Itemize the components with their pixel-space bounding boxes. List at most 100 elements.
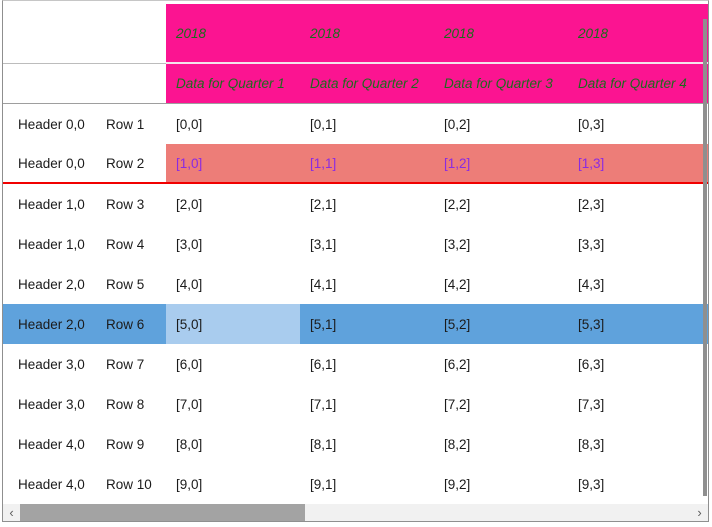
table-row[interactable]: Header 2,0 Row 6 [5,0] [5,1] [5,2] [5,3] bbox=[3, 304, 708, 344]
data-cell[interactable]: [9,3] bbox=[578, 476, 605, 492]
horizontal-scrollbar[interactable]: ‹ › bbox=[3, 504, 708, 521]
data-cell[interactable]: [3,1] bbox=[310, 236, 337, 252]
row-header[interactable]: Header 1,0 Row 4 bbox=[3, 224, 166, 264]
data-cell[interactable]: [0,3] bbox=[578, 116, 605, 132]
table-row[interactable]: Header 1,0 Row 4 [3,0] [3,1] [3,2] [3,3] bbox=[3, 224, 708, 264]
column-header-year[interactable]: 2018 bbox=[568, 4, 708, 64]
data-cell[interactable]: [9,0] bbox=[176, 476, 203, 492]
row-group-header: Header 3,0 bbox=[18, 396, 85, 412]
row-header[interactable]: Header 4,0 Row 10 bbox=[3, 464, 166, 504]
column-header-quarter[interactable]: Data for Quarter 2 bbox=[300, 64, 434, 103]
row-label: Row 10 bbox=[106, 476, 152, 492]
data-cell[interactable]: [7,3] bbox=[578, 396, 605, 412]
column-header-year[interactable]: 2018 bbox=[434, 4, 568, 64]
row-header[interactable]: Header 0,0 Row 1 bbox=[3, 104, 166, 144]
row-group-header: Header 1,0 bbox=[18, 236, 85, 252]
row-label: Row 9 bbox=[106, 436, 145, 452]
data-cell[interactable]: [0,1] bbox=[310, 116, 337, 132]
data-cell[interactable]: [2,0] bbox=[176, 196, 203, 212]
data-cell[interactable]: [6,1] bbox=[310, 356, 337, 372]
column-header-quarter[interactable]: Data for Quarter 3 bbox=[434, 64, 568, 103]
table-row[interactable]: Header 3,0 Row 8 [7,0] [7,1] [7,2] [7,3] bbox=[3, 384, 708, 424]
row-label: Row 1 bbox=[106, 116, 145, 132]
data-cell[interactable]: [6,3] bbox=[578, 356, 605, 372]
row-header[interactable]: Header 1,0 Row 3 bbox=[3, 184, 166, 224]
data-cell[interactable]: [9,1] bbox=[310, 476, 337, 492]
data-cell[interactable]: [3,2] bbox=[444, 236, 471, 252]
row-header[interactable]: Header 4,0 Row 9 bbox=[3, 424, 166, 464]
grid-body: Header 0,0 Row 1 [0,0] [0,1] [0,2] [0,3] He… bbox=[3, 104, 708, 504]
data-cell[interactable]: [6,0] bbox=[176, 356, 203, 372]
row-group-header: Header 3,0 bbox=[18, 356, 85, 372]
data-cell[interactable]: [1,0] bbox=[166, 144, 300, 182]
table-row[interactable]: Header 1,0 Row 3 [2,0] [2,1] [2,2] [2,3] bbox=[3, 184, 708, 224]
row-label: Row 8 bbox=[106, 396, 145, 412]
data-cell[interactable]: [4,0] bbox=[176, 276, 203, 292]
row-header[interactable]: Header 0,0 Row 2 bbox=[3, 144, 166, 182]
corner-cell bbox=[3, 4, 166, 64]
table-row[interactable]: Header 3,0 Row 7 [6,0] [6,1] [6,2] [6,3] bbox=[3, 344, 708, 384]
table-row[interactable]: Header 4,0 Row 10 [9,0] [9,1] [9,2] [9,3] bbox=[3, 464, 708, 504]
row-label: Row 7 bbox=[106, 356, 145, 372]
horizontal-scrollbar-thumb[interactable] bbox=[20, 504, 305, 521]
data-cell[interactable]: [1,3] bbox=[568, 144, 708, 182]
row-group-header: Header 1,0 bbox=[18, 196, 85, 212]
row-header[interactable]: Header 3,0 Row 7 bbox=[3, 344, 166, 384]
quarter-header-row: Data for Quarter 1 Data for Quarter 2 Da… bbox=[3, 64, 708, 104]
data-cell[interactable]: [5,3] bbox=[578, 316, 605, 332]
data-cell[interactable]: [4,1] bbox=[310, 276, 337, 292]
data-cell[interactable]: [8,2] bbox=[444, 436, 471, 452]
column-header-year[interactable]: 2018 bbox=[300, 4, 434, 64]
data-cell[interactable]: [8,3] bbox=[578, 436, 605, 452]
row-group-header: Header 0,0 bbox=[18, 116, 85, 132]
row-group-header: Header 2,0 bbox=[18, 276, 85, 292]
column-header-quarter[interactable]: Data for Quarter 1 bbox=[166, 64, 300, 103]
row-label: Row 3 bbox=[106, 196, 145, 212]
row-group-header: Header 4,0 bbox=[18, 436, 85, 452]
table-row[interactable]: Header 2,0 Row 5 [4,0] [4,1] [4,2] [4,3] bbox=[3, 264, 708, 304]
scrollbar-right-button[interactable]: › bbox=[691, 504, 708, 521]
row-label: Row 2 bbox=[106, 155, 145, 171]
vertical-scrollbar-thumb[interactable] bbox=[703, 19, 707, 496]
row-label: Row 5 bbox=[106, 276, 145, 292]
data-cell[interactable]: [8,1] bbox=[310, 436, 337, 452]
data-cell[interactable]: [5,1] bbox=[310, 316, 337, 332]
row-group-header: Header 2,0 bbox=[18, 316, 85, 332]
data-cell[interactable]: [8,0] bbox=[176, 436, 203, 452]
data-cell[interactable]: [4,2] bbox=[444, 276, 471, 292]
table-row[interactable]: Header 4,0 Row 9 [8,0] [8,1] [8,2] [8,3] bbox=[3, 424, 708, 464]
data-cell[interactable]: [3,3] bbox=[578, 236, 605, 252]
data-cell[interactable]: [1,1] bbox=[300, 144, 434, 182]
data-cell[interactable]: [3,0] bbox=[176, 236, 203, 252]
column-header-year[interactable]: 2018 bbox=[166, 4, 300, 64]
data-cell[interactable]: [6,2] bbox=[444, 356, 471, 372]
row-header[interactable]: Header 3,0 Row 8 bbox=[3, 384, 166, 424]
row-group-header: Header 0,0 bbox=[18, 155, 85, 171]
data-cell[interactable]: [9,2] bbox=[444, 476, 471, 492]
row-header[interactable]: Header 2,0 Row 6 bbox=[3, 304, 166, 344]
data-cell[interactable]: [1,2] bbox=[434, 144, 568, 182]
row-label: Row 4 bbox=[106, 236, 145, 252]
data-cell[interactable]: [2,1] bbox=[310, 196, 337, 212]
row-group-header: Header 4,0 bbox=[18, 476, 85, 492]
scrollbar-left-button[interactable]: ‹ bbox=[3, 504, 20, 521]
data-cell[interactable]: [4,3] bbox=[578, 276, 605, 292]
data-cell[interactable]: [5,2] bbox=[444, 316, 471, 332]
data-cell[interactable]: [2,3] bbox=[578, 196, 605, 212]
table-row[interactable]: Header 0,0 Row 2 [1,0] [1,1] [1,2] [1,3] bbox=[3, 144, 708, 184]
year-header-row: 2018 2018 2018 2018 bbox=[3, 4, 708, 64]
data-cell[interactable]: [7,0] bbox=[176, 396, 203, 412]
data-cell[interactable]: [7,1] bbox=[310, 396, 337, 412]
column-header-quarter[interactable]: Data for Quarter 4 bbox=[568, 64, 708, 103]
table-row[interactable]: Header 0,0 Row 1 [0,0] [0,1] [0,2] [0,3] bbox=[3, 104, 708, 144]
data-cell[interactable]: [0,2] bbox=[444, 116, 471, 132]
horizontal-scrollbar-track[interactable] bbox=[305, 504, 691, 521]
data-cell[interactable]: [7,2] bbox=[444, 396, 471, 412]
data-cell[interactable]: [5,0] bbox=[166, 304, 300, 344]
data-cell[interactable]: [2,2] bbox=[444, 196, 471, 212]
row-header[interactable]: Header 2,0 Row 5 bbox=[3, 264, 166, 304]
data-cell[interactable]: [0,0] bbox=[176, 116, 203, 132]
grid-top-padding bbox=[3, 1, 708, 4]
